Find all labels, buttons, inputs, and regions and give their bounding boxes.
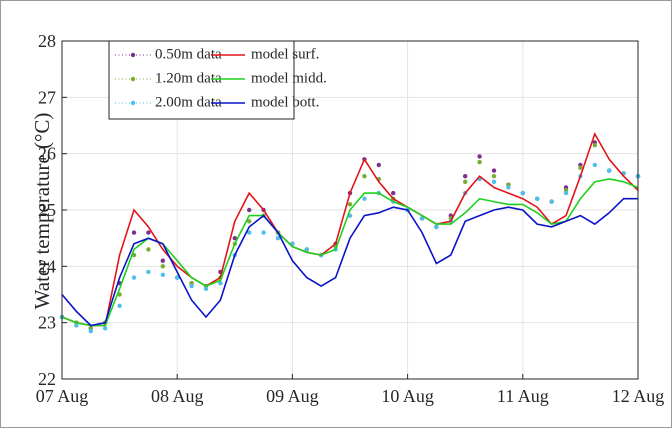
legend-swatch: [130, 76, 136, 82]
model-line: [61, 197, 638, 327]
data-point: [160, 264, 165, 269]
data-point: [275, 235, 281, 241]
data-point: [434, 224, 439, 230]
legend-swatch: [130, 100, 136, 106]
x-tick-label: 12 Aug: [612, 386, 665, 406]
data-point: [578, 165, 583, 170]
data-point: [131, 230, 137, 235]
data-point: [391, 190, 396, 196]
legend-label: 2.00m data: [155, 94, 222, 110]
data-point: [477, 159, 482, 165]
data-point: [74, 323, 79, 328]
data-point: [592, 162, 597, 168]
data-point: [463, 174, 468, 179]
legend-label: model midd.: [251, 70, 327, 86]
y-tick-label: 25: [38, 200, 56, 220]
data-point: [146, 230, 151, 235]
data-point: [131, 275, 137, 280]
data-point: [247, 207, 252, 213]
legend-label: 0.50m data: [155, 46, 222, 62]
data-point: [160, 258, 165, 263]
data-point: [146, 269, 151, 275]
data-point: [549, 199, 554, 204]
data-point: [88, 328, 94, 334]
data-point: [247, 219, 252, 224]
data-point: [607, 168, 612, 173]
data-point: [463, 179, 468, 185]
data-point: [491, 179, 497, 185]
y-tick-label: 28: [38, 31, 56, 51]
data-point: [563, 190, 569, 196]
data-point: [491, 168, 497, 173]
data-point: [376, 162, 381, 168]
data-point: [592, 143, 597, 148]
y-tick-label: 22: [38, 369, 56, 389]
data-point: [160, 272, 165, 277]
data-point: [247, 230, 252, 235]
data-point: [362, 196, 367, 201]
data-point: [304, 247, 309, 252]
data-point: [419, 216, 425, 221]
y-tick-label: 23: [38, 313, 56, 333]
data-point: [261, 230, 266, 235]
data-point: [520, 190, 525, 196]
legend-label: 1.20m data: [155, 70, 222, 86]
data-point: [103, 326, 108, 331]
y-tick-label: 26: [38, 144, 56, 164]
data-point: [362, 174, 367, 179]
x-tick-label: 11 Aug: [497, 386, 549, 406]
data-point: [175, 275, 180, 280]
data-point: [189, 283, 194, 289]
legend-label: model surf.: [251, 46, 319, 62]
plot-frame: [61, 40, 639, 380]
data-point: [218, 281, 223, 286]
x-tick-label: 10 Aug: [381, 386, 434, 406]
data-point: [117, 303, 122, 308]
legend-box: [108, 40, 295, 120]
y-tick-label: 27: [38, 87, 56, 107]
data-point: [477, 154, 482, 159]
data-point: [203, 286, 209, 292]
data-point: [232, 235, 237, 241]
x-tick-label: 07 Aug: [36, 386, 89, 406]
legend-label: model bott.: [251, 94, 319, 110]
x-tick-label: 08 Aug: [151, 386, 204, 406]
data-point: [506, 185, 511, 190]
data-point: [491, 174, 497, 179]
x-tick-label: 09 Aug: [266, 386, 319, 406]
data-point: [146, 247, 151, 252]
data-point: [535, 196, 540, 201]
legend-swatch: [130, 52, 136, 58]
data-point: [347, 202, 353, 207]
y-axis-label: Water temperature (°C): [30, 113, 54, 310]
y-tick-label: 24: [38, 256, 56, 276]
